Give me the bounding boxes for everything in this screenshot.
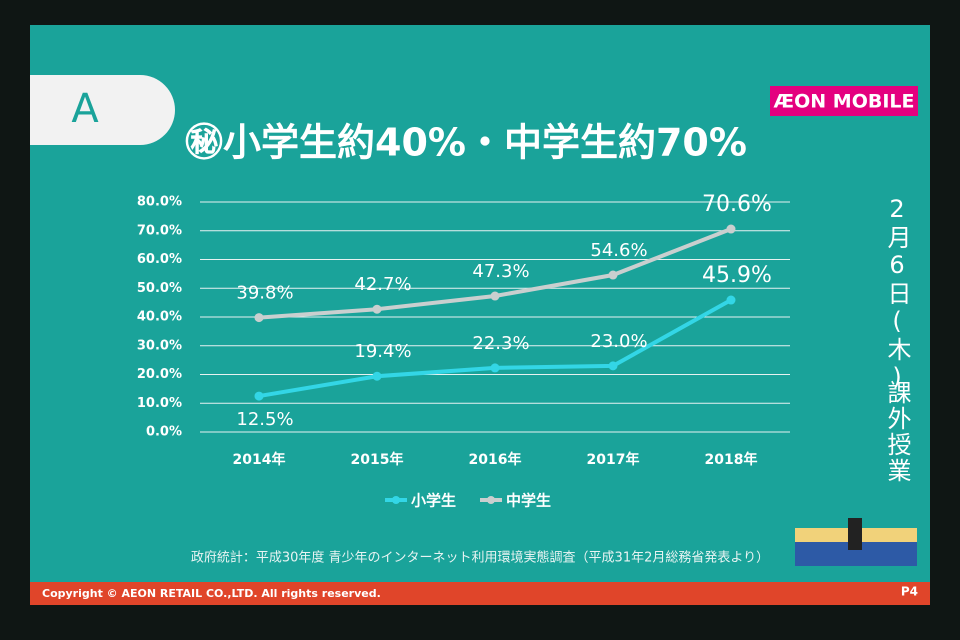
data-label: 54.6%	[590, 240, 647, 261]
data-label: 23.0%	[590, 331, 647, 352]
event: 課外授業	[883, 380, 911, 484]
data-label: 22.3%	[472, 333, 529, 354]
data-point	[608, 361, 618, 371]
y-tick-label: 40.0%	[137, 310, 182, 325]
data-point	[608, 270, 618, 280]
data-label: 45.9%	[702, 263, 772, 288]
date: 2月6日(木)	[883, 195, 911, 393]
y-tick-label: 10.0%	[137, 396, 182, 411]
y-tick-label: 50.0%	[137, 281, 182, 296]
data-label: 42.7%	[354, 274, 411, 295]
data-point	[726, 224, 736, 234]
source-note: 政府統計：平成30年度 青少年のインターネット利用環境実態調査（平成31年2月総…	[191, 550, 769, 566]
data-label: 19.4%	[354, 341, 411, 362]
page-number: P4	[901, 585, 918, 599]
data-label: 70.6%	[702, 192, 772, 217]
legend-swatch	[487, 496, 495, 504]
data-point	[490, 363, 500, 373]
slide-background	[30, 25, 930, 605]
y-tick-label: 0.0%	[146, 425, 182, 440]
legend-label: 小学生	[411, 492, 456, 510]
x-tick-label: 2017年	[587, 451, 640, 468]
data-point	[726, 295, 736, 305]
slide-title: ㊙小学生約40%・中学生約70%	[185, 121, 747, 165]
data-label: 39.8%	[236, 283, 293, 304]
data-point	[254, 391, 264, 401]
y-tick-label: 60.0%	[137, 252, 182, 267]
data-label: 47.3%	[472, 261, 529, 282]
data-point	[372, 304, 382, 314]
logo-box	[770, 86, 918, 116]
illustration	[848, 518, 862, 550]
logo: ÆON MOBILE	[774, 91, 915, 113]
y-tick-label: 20.0%	[137, 367, 182, 382]
x-tick-label: 2018年	[705, 451, 758, 468]
copyright: Copyright © AEON RETAIL CO.,LTD. All rig…	[42, 587, 381, 600]
chart: 0.0% 10.0% 20.0% 30.0% 40.0% 50.0% 60.0% 70.0% 8…	[137, 192, 790, 510]
x-tick-label: 2016年	[469, 451, 522, 468]
data-label: 12.5%	[236, 409, 293, 430]
x-tick-label: 2014年	[233, 451, 286, 468]
tab-label: A	[71, 86, 99, 132]
data-point	[372, 371, 382, 381]
data-point	[254, 313, 264, 323]
y-tick-label: 70.0%	[137, 223, 182, 238]
legend-swatch	[392, 496, 400, 504]
data-point	[490, 291, 500, 301]
y-tick-label: 30.0%	[137, 338, 182, 353]
footer-bar	[30, 582, 930, 605]
y-tick-label: 80.0%	[137, 195, 182, 210]
x-tick-label: 2015年	[351, 451, 404, 468]
legend-label: 中学生	[506, 492, 551, 510]
tab-shape	[30, 75, 175, 145]
